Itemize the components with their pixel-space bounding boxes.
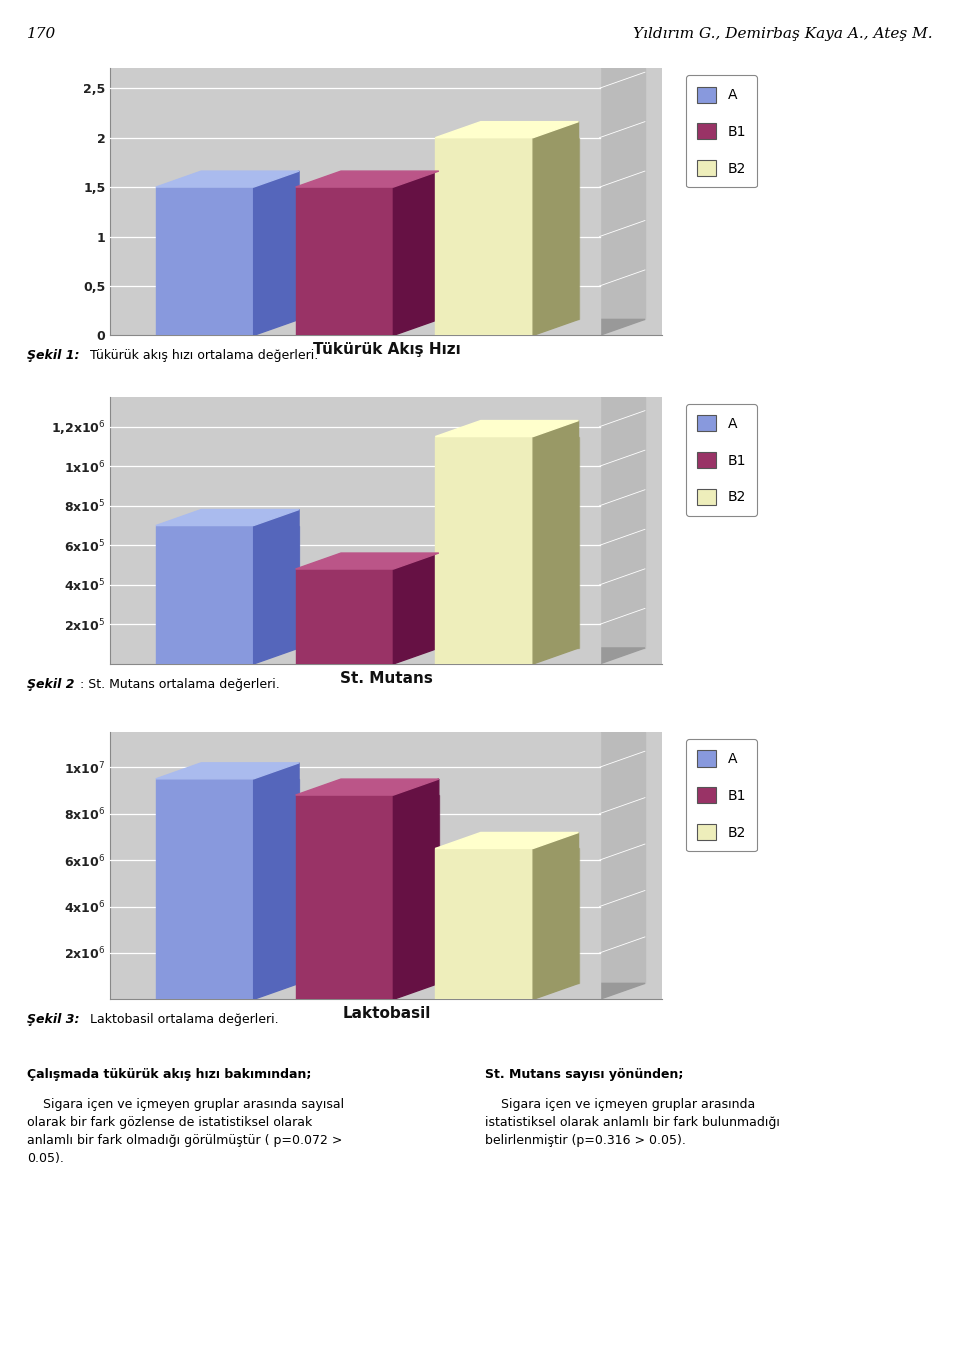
Bar [110, 397, 599, 664]
Polygon shape [296, 779, 439, 795]
Polygon shape [110, 648, 645, 664]
Text: Çalışmada tükürük akış hızı bakımından;: Çalışmada tükürük akış hızı bakımından; [27, 1068, 311, 1080]
Polygon shape [156, 68, 645, 319]
Text: : St. Mutans ortalama değerleri.: : St. Mutans ortalama değerleri. [80, 678, 279, 690]
Text: Yıldırım G., Demirbaş Kaya A., Ateş M.: Yıldırım G., Demirbaş Kaya A., Ateş M. [634, 27, 933, 41]
Polygon shape [156, 509, 300, 526]
Legend: A, B1, B2: A, B1, B2 [685, 75, 757, 188]
Polygon shape [533, 122, 579, 335]
Polygon shape [253, 509, 300, 664]
Bar [341, 188, 439, 319]
Legend: A, B1, B2: A, B1, B2 [685, 404, 757, 516]
Text: Şekil 3:: Şekil 3: [27, 1013, 80, 1025]
Bar [202, 526, 300, 648]
Polygon shape [394, 553, 439, 664]
Bar [156, 779, 253, 999]
Polygon shape [110, 68, 156, 335]
Text: 170: 170 [27, 27, 56, 41]
Text: Şekil 2: Şekil 2 [27, 678, 74, 690]
Polygon shape [394, 779, 439, 999]
Text: Tükürük akış hızı ortalama değerleri.: Tükürük akış hızı ortalama değerleri. [86, 349, 319, 361]
Polygon shape [296, 171, 439, 188]
X-axis label: St. Mutans: St. Mutans [340, 671, 433, 686]
Polygon shape [253, 763, 300, 999]
Polygon shape [435, 122, 579, 138]
Bar [481, 849, 579, 983]
Bar [156, 526, 253, 664]
Legend: A, B1, B2: A, B1, B2 [685, 739, 757, 852]
Bar [202, 779, 300, 983]
X-axis label: Laktobasil: Laktobasil [342, 1006, 431, 1021]
Bar [296, 795, 394, 999]
Text: Laktobasil ortalama değerleri.: Laktobasil ortalama değerleri. [86, 1013, 279, 1025]
Polygon shape [394, 171, 439, 335]
Bar [481, 138, 579, 319]
Polygon shape [156, 397, 645, 648]
Polygon shape [253, 171, 300, 335]
Bar [296, 188, 394, 335]
Bar [341, 570, 439, 648]
Polygon shape [156, 171, 300, 188]
Text: St. Mutans sayısı yönünden;: St. Mutans sayısı yönünden; [485, 1068, 684, 1080]
Polygon shape [110, 983, 645, 999]
Bar [435, 437, 533, 664]
Bar [341, 795, 439, 983]
Text: Sigara içen ve içmeyen gruplar arasında sayısal
olarak bir fark gözlense de ista: Sigara içen ve içmeyen gruplar arasında … [27, 1098, 344, 1165]
Polygon shape [533, 832, 579, 999]
Bar [110, 68, 599, 335]
Polygon shape [156, 763, 300, 779]
Polygon shape [156, 732, 645, 983]
Bar [202, 188, 300, 319]
Polygon shape [110, 319, 645, 335]
Polygon shape [296, 553, 439, 570]
Polygon shape [435, 420, 579, 437]
Polygon shape [110, 732, 156, 999]
Text: Şekil 1:: Şekil 1: [27, 349, 80, 361]
Polygon shape [435, 832, 579, 849]
Polygon shape [533, 420, 579, 664]
Bar [110, 732, 599, 999]
Bar [435, 849, 533, 999]
Bar [435, 138, 533, 335]
Bar [296, 570, 394, 664]
X-axis label: Tükürük Akış Hızı: Tükürük Akış Hızı [313, 342, 460, 357]
Bar [481, 437, 579, 648]
Polygon shape [110, 397, 156, 664]
Bar [156, 188, 253, 335]
Text: Sigara içen ve içmeyen gruplar arasında
istatistiksel olarak anlamlı bir fark bu: Sigara içen ve içmeyen gruplar arasında … [485, 1098, 780, 1147]
